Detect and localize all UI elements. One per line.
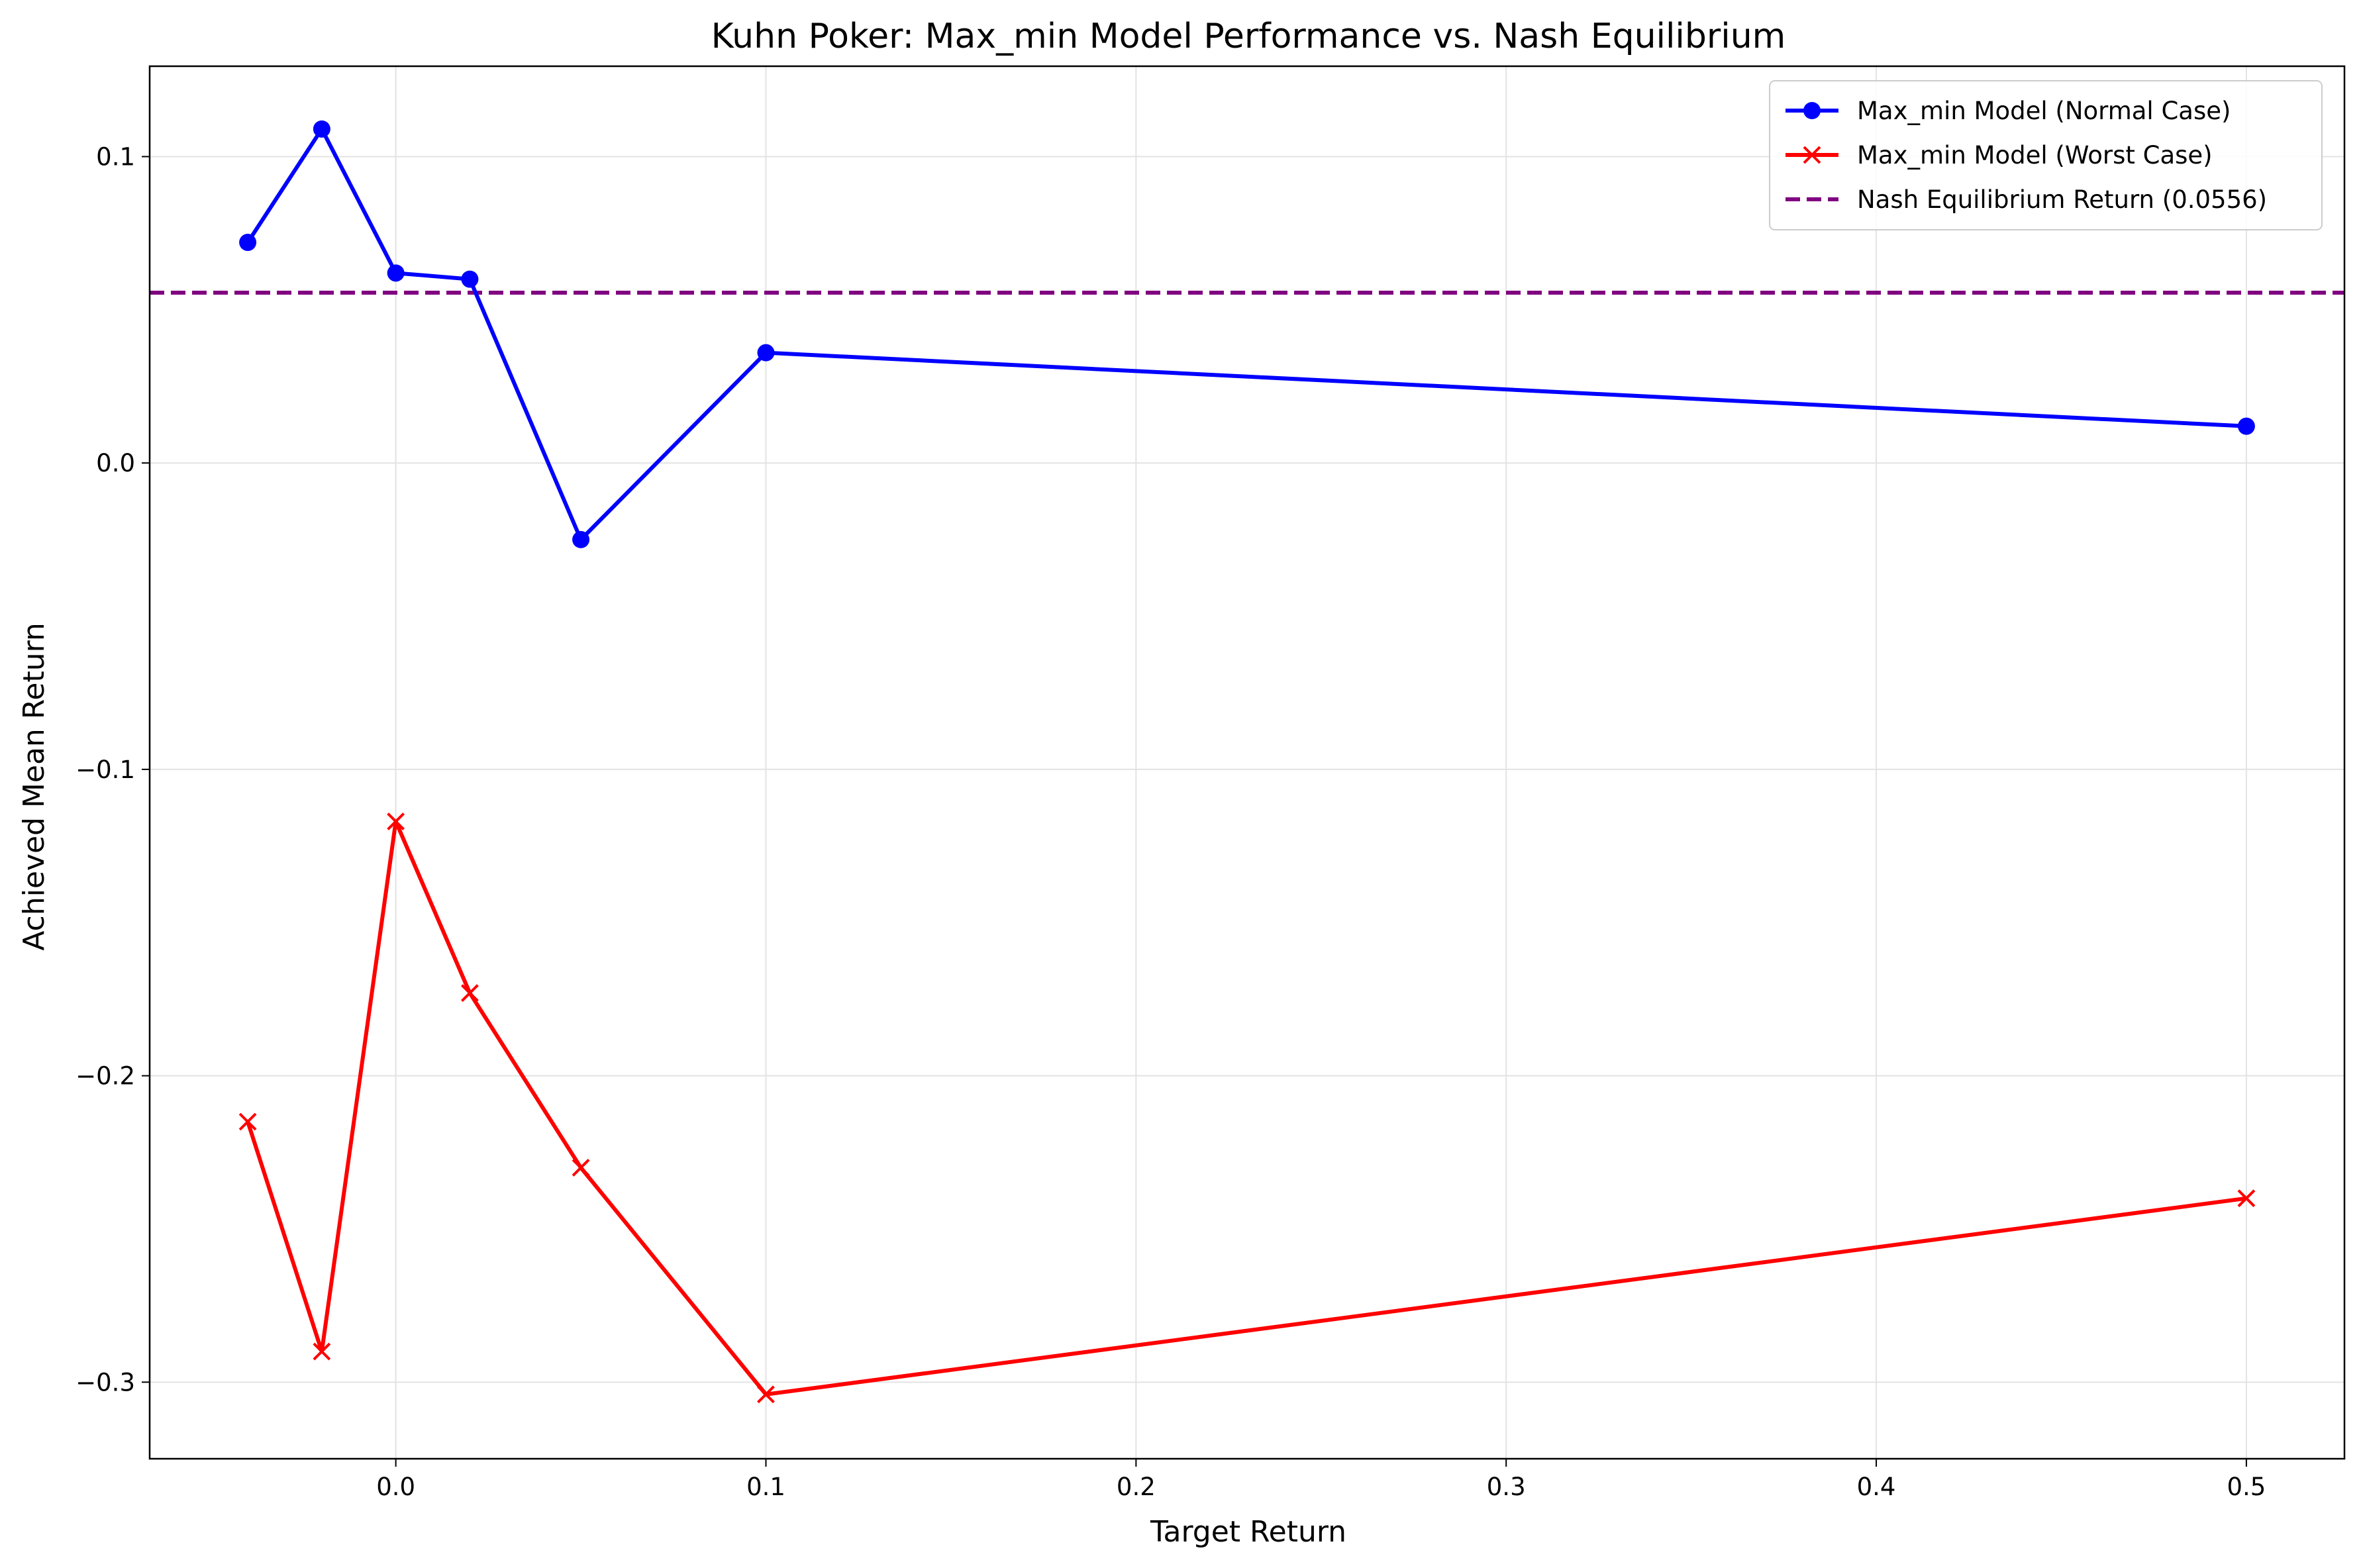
normal-case-point	[239, 234, 257, 252]
x-axis-label: Target Return	[1150, 1515, 1346, 1549]
y-axis-label: Achieved Mean Return	[17, 622, 51, 951]
worst-case-point	[572, 1159, 590, 1177]
worst-case-point	[757, 1385, 775, 1404]
axis-ticks: 0.0 0.1 0.2 0.3 0.4 0.5 −0.3 −0.2 −0.1 0.0 0.1	[75, 142, 2266, 1501]
y-tick-label: 0.0	[96, 449, 135, 477]
plot-frame	[148, 65, 2346, 1460]
normal-case-point	[313, 120, 330, 138]
x-tick-label: 0.5	[2227, 1473, 2266, 1501]
series	[238, 120, 2256, 1404]
normal-case-point	[461, 270, 479, 288]
normal-case-point	[572, 530, 590, 548]
x-tick-label: 0.1	[746, 1473, 785, 1501]
worst-case-point	[2237, 1189, 2256, 1208]
x-tick-label: 0.2	[1117, 1473, 1156, 1501]
legend-normal-case-marker	[1803, 102, 1821, 119]
y-tick-label: −0.1	[75, 756, 135, 784]
legend-worst-case-marker	[1803, 146, 1821, 164]
y-tick-label: −0.2	[75, 1062, 135, 1091]
normal-case-point	[2237, 417, 2255, 435]
normal-case-point	[387, 264, 405, 282]
y-tick-label: 0.1	[96, 142, 135, 171]
worst-case-point	[238, 1112, 257, 1131]
worst-case-point	[313, 1342, 331, 1361]
grid	[150, 66, 2344, 1459]
legend-box	[1769, 80, 2323, 230]
legend: Max_min Model (Normal Case) Max_min Model…	[1769, 80, 2323, 230]
legend-nash-label: Nash Equilibrium Return (0.0556)	[1857, 185, 2267, 214]
y-tick-label: −0.3	[75, 1368, 135, 1396]
x-tick-label: 0.4	[1857, 1473, 1896, 1501]
legend-worst-case-label: Max_min Model (Worst Case)	[1857, 141, 2213, 170]
x-tick-label: 0.3	[1487, 1473, 1526, 1501]
normal-case-point	[757, 344, 775, 362]
worst-case-point	[387, 812, 405, 830]
chart-title: Kuhn Poker: Max_min Model Performance vs…	[711, 17, 1786, 56]
legend-normal-case-label: Max_min Model (Normal Case)	[1857, 97, 2231, 125]
x-tick-label: 0.0	[376, 1473, 415, 1501]
worst-case-point	[460, 984, 479, 1003]
